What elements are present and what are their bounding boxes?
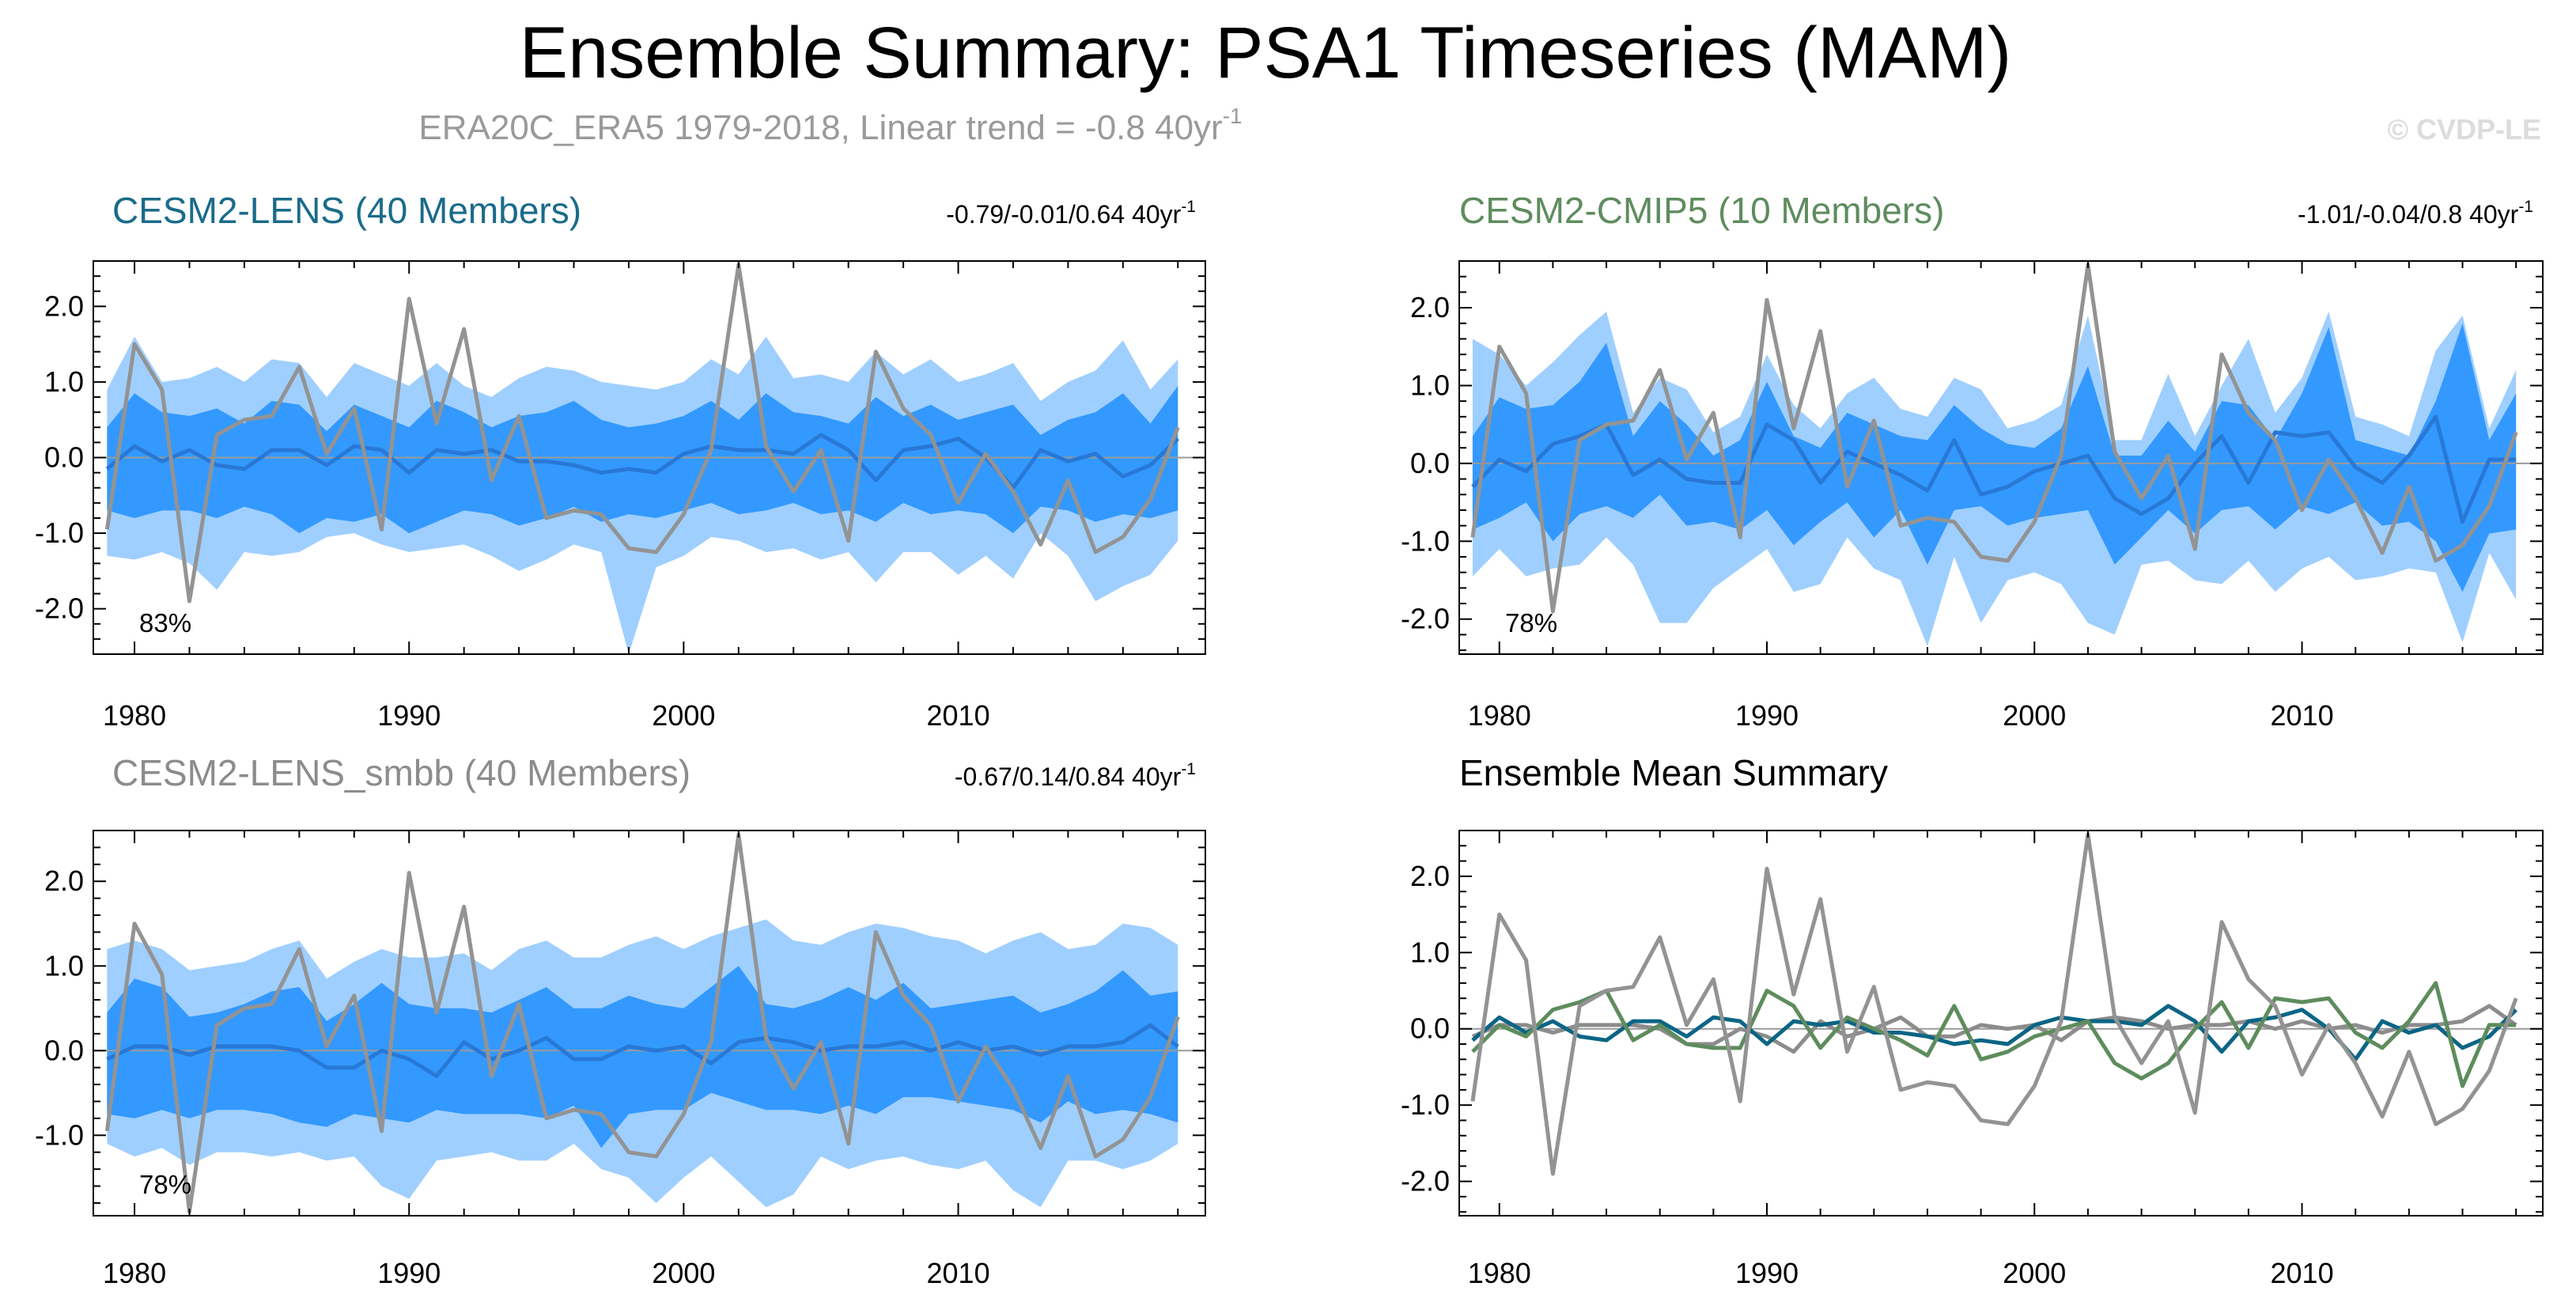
x-tick-label: 1990 [377,1257,441,1289]
figure-title: Ensemble Summary: PSA1 Timeseries (MAM) [520,13,2011,93]
x-tick-label: 1980 [1468,699,1531,732]
trend-summary-text: -0.79/-0.01/0.64 40yr [946,200,1181,229]
y-tick-label: 1.0 [1410,936,1450,968]
y-tick-label: -2.0 [1401,603,1450,635]
trend-summary-superscript: -1 [1181,760,1196,778]
series-line-cesm2-lens-smbb [1471,1004,2517,1054]
subtitle-superscript: -1 [1223,104,1243,128]
panel-title: CESM2-LENS (40 Members) [112,190,581,231]
x-tick-label: 2010 [927,1257,990,1289]
x-tick-label: 1990 [1735,699,1799,732]
trend-summary: -0.79/-0.01/0.64 40yr-1 [946,198,1196,229]
series-line-era20c-era5 [1470,832,2518,1176]
plot-area [1459,263,2543,647]
y-tick-label: 2.0 [44,289,84,322]
x-tick-label: 2010 [927,699,990,732]
y-tick-label: 1.0 [44,365,84,398]
y-tick-label: 2.0 [44,865,84,897]
y-tick-label: 1.0 [44,949,84,982]
series-line-cesm2-cmip5 [1471,981,2517,1088]
y-tick-label: -1.0 [35,1118,84,1151]
ensemble-median-line [106,1023,1179,1078]
x-tick-label: 1990 [1735,1257,1799,1289]
y-tick-label: -1.0 [1401,524,1450,557]
y-tick-label: 2.0 [1410,291,1450,324]
y-tick-label: -1.0 [1401,1088,1450,1121]
x-tick-label: 1980 [1468,1257,1531,1289]
trend-summary: -1.01/-0.04/0.8 40yr-1 [2298,198,2533,229]
trend-summary-superscript: -1 [2518,198,2533,216]
observations-line [104,263,1180,604]
y-tick-label: -2.0 [1401,1165,1450,1198]
panel-cesm2-cmip5: -2.0 -1.0 0.0 1.0 2.0 1980 1990 2000 2010 CESM2-C… [1401,190,2544,732]
plot-frame [93,830,1206,1217]
plot-frame [1458,830,2544,1217]
ensemble-median-line [1471,414,2517,524]
trend-summary-text: -0.67/0.14/0.84 40yr [955,762,1182,791]
watermark: © CVDP-LE [2387,113,2541,146]
y-tick-label: 0.0 [44,441,84,474]
subtitle-text: ERA20C_ERA5 1979-2018, Linear trend = -0… [418,108,1222,147]
y-tick-label: 1.0 [1410,369,1450,401]
x-tick-label: 2010 [2271,699,2334,732]
panel-cesm2-lens-smbb: -1.0 0.0 1.0 2.0 1980 1990 2000 2010 CESM2-LENS_… [35,752,1206,1289]
observations-line [1470,263,2518,614]
y-tick-label: 0.0 [44,1034,84,1066]
trend-summary-text: -1.01/-0.04/0.8 40yr [2298,200,2519,229]
trend-summary: -0.67/0.14/0.84 40yr-1 [955,760,1196,791]
plot-frame [1458,260,2544,655]
percent-label: 78% [139,1170,191,1199]
figure-subtitle: ERA20C_ERA5 1979-2018, Linear trend = -0… [418,104,1242,147]
x-tick-label: 2000 [2003,699,2066,732]
panel-title: CESM2-CMIP5 (10 Members) [1459,190,1944,231]
plot-area [93,832,1205,1214]
x-tick-label: 2010 [2271,1257,2334,1289]
y-tick-label: 0.0 [1410,1012,1450,1045]
x-tick-label: 2000 [652,1257,715,1289]
y-tick-label: -1.0 [35,516,84,549]
panel-cesm2-lens: -2.0 -1.0 0.0 1.0 2.0 1980 1990 2000 2010 CESM2-L… [35,190,1206,732]
y-tick-label: -2.0 [35,592,84,625]
percent-label: 83% [139,608,191,638]
observations-line [104,832,1180,1214]
percent-label: 78% [1505,608,1557,638]
x-tick-label: 2000 [2003,1257,2066,1289]
panel-title: Ensemble Mean Summary [1459,752,1888,793]
y-tick-label: 0.0 [1410,447,1450,479]
panel-ensemble-mean-summary: -2.0 -1.0 0.0 1.0 2.0 1980 1990 2000 2010 Ensembl… [1401,752,2544,1289]
plot-area [93,263,1205,654]
x-tick-label: 1990 [377,699,441,732]
x-tick-label: 2000 [652,699,715,732]
y-tick-label: 2.0 [1410,860,1450,892]
trend-summary-superscript: -1 [1181,198,1196,216]
inner-spread-band [1472,323,2517,592]
x-tick-label: 1980 [103,699,166,732]
x-tick-label: 1980 [103,1257,166,1289]
plot-area [1459,832,2543,1176]
panel-title: CESM2-LENS_smbb (40 Members) [112,752,690,793]
